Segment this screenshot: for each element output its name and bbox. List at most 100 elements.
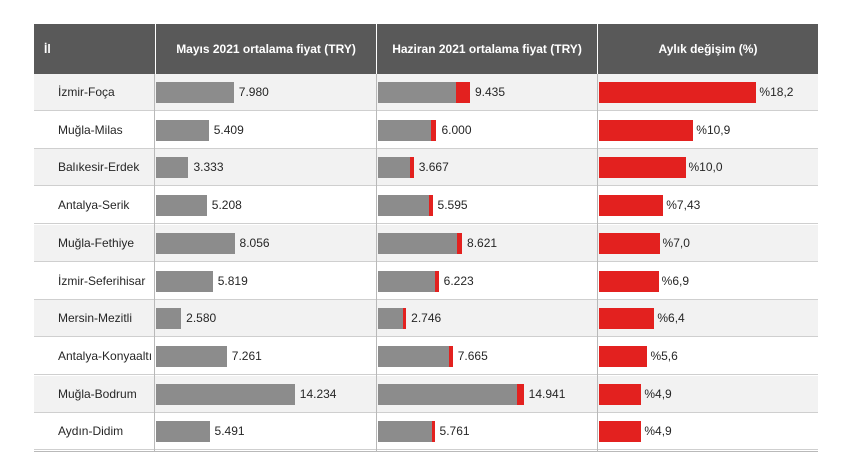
may-price-value: 5.491 <box>214 424 245 439</box>
row-divider <box>34 223 818 225</box>
june-price-value: 14.941 <box>528 386 566 401</box>
row-divider <box>34 110 818 111</box>
table-row: Muğla-Fethiye 8.056 8.621 %7,0 <box>34 224 818 262</box>
june-price-value: 8.621 <box>467 235 498 250</box>
city-label: Balıkesir-Erdek <box>58 160 140 175</box>
may-price-value: 8.056 <box>239 235 270 250</box>
june-increase-bar <box>456 232 463 254</box>
table-row: Antalya-Serik 5.208 5.595 %7,43 <box>34 187 818 225</box>
header-june-price: Haziran 2021 ortalama fiyat (TRY) <box>376 24 597 74</box>
may-price-bar <box>156 195 207 217</box>
change-bar <box>599 232 660 254</box>
change-value: %7,43 <box>666 198 701 213</box>
city-label: Muğla-Milas <box>58 122 123 137</box>
change-value: %4,9 <box>644 424 672 439</box>
june-price-bar <box>378 345 449 367</box>
june-price-bar <box>378 232 457 254</box>
may-price-bar <box>156 270 213 292</box>
may-price-bar <box>156 345 227 367</box>
june-increase-bar <box>448 345 453 367</box>
city-label: Antalya-Serik <box>58 198 130 213</box>
change-value: %5,6 <box>650 348 678 363</box>
june-price-bar <box>378 421 432 443</box>
may-price-value: 5.208 <box>211 198 242 213</box>
june-price-bar <box>378 157 411 179</box>
june-price-value: 9.435 <box>474 85 506 99</box>
june-increase-bar <box>430 119 437 141</box>
june-price-value: 3.667 <box>418 160 449 175</box>
change-bar <box>599 345 648 367</box>
change-bar <box>599 308 655 330</box>
june-increase-bar <box>455 82 470 103</box>
change-bar <box>599 82 757 103</box>
column-divider <box>376 74 377 451</box>
may-price-bar <box>156 308 182 330</box>
city-label: Muğla-Bodrum <box>58 386 137 401</box>
may-price-bar <box>156 232 235 254</box>
june-increase-bar <box>516 383 524 405</box>
city-label: Antalya-Konyaaltı <box>58 348 153 363</box>
table-row: Mersin-Mezitli 2.580 2.746 %6,4 <box>34 300 818 338</box>
city-label: İzmir-Foça <box>58 85 115 99</box>
row-divider <box>34 336 818 338</box>
may-price-value: 3.333 <box>193 160 224 175</box>
change-bar <box>599 383 642 405</box>
city-label: Muğla-Fethiye <box>58 235 135 250</box>
june-price-bar <box>378 119 431 141</box>
june-price-bar <box>378 82 456 103</box>
change-value: %7,0 <box>662 235 690 250</box>
change-bar <box>599 421 642 443</box>
city-label: Mersin-Mezitli <box>58 311 133 326</box>
may-price-bar <box>156 421 210 443</box>
change-bar <box>599 119 694 141</box>
column-divider <box>154 74 155 451</box>
city-label: İzmir-Seferihisar <box>58 273 146 288</box>
row-divider <box>34 147 818 149</box>
header-city: İl <box>34 24 155 74</box>
may-price-bar <box>156 119 209 141</box>
june-price-value: 5.761 <box>439 424 470 439</box>
june-price-value: 5.595 <box>437 198 468 213</box>
header-may-price: Mayıs 2021 ortalama fiyat (TRY) <box>155 24 376 74</box>
table-row: Balıkesir-Erdek 3.333 3.667 %10,0 <box>34 149 818 187</box>
june-increase-bar <box>434 270 439 292</box>
june-price-value: 2.746 <box>411 311 442 326</box>
june-price-bar <box>378 308 404 330</box>
change-value: %18,2 <box>759 85 794 99</box>
table-row: İzmir-Seferihisar 5.819 6.223 %6,9 <box>34 263 818 300</box>
may-price-bar <box>156 383 295 405</box>
june-price-bar <box>378 383 517 405</box>
june-price-bar <box>378 270 435 292</box>
june-price-value: 6.000 <box>441 122 472 137</box>
row-divider <box>34 185 818 187</box>
row-divider <box>34 298 818 300</box>
table-row: İzmir-Foça 7.980 9.435 %18,2 <box>34 74 818 111</box>
may-price-value: 7.261 <box>231 348 262 363</box>
may-price-value: 5.819 <box>217 273 248 288</box>
change-value: %10,0 <box>688 160 723 175</box>
row-divider <box>34 449 818 451</box>
table-row: Antalya-Konyaaltı 7.261 7.665 %5,6 <box>34 338 818 375</box>
change-bar <box>599 270 659 292</box>
june-increase-bar <box>431 421 435 443</box>
may-price-value: 5.409 <box>213 122 244 137</box>
row-divider <box>34 373 818 375</box>
june-price-value: 6.223 <box>443 273 474 288</box>
june-increase-bar <box>410 157 414 179</box>
price-table: İl Mayıs 2021 ortalama fiyat (TRY) Hazir… <box>34 24 818 452</box>
may-price-value: 2.580 <box>186 311 217 326</box>
table-row: Aydın-Didim 5.491 5.761 %4,9 <box>34 413 818 451</box>
change-value: %6,4 <box>657 311 685 326</box>
change-bar <box>599 195 664 217</box>
june-increase-bar <box>428 195 433 217</box>
column-divider <box>597 74 598 451</box>
change-value: %4,9 <box>644 386 672 401</box>
table-row: Muğla-Bodrum 14.234 14.941 %4,9 <box>34 375 818 413</box>
june-price-value: 7.665 <box>457 348 488 363</box>
row-divider <box>34 260 818 262</box>
may-price-bar <box>156 157 189 179</box>
change-value: %6,9 <box>661 273 690 288</box>
header-monthly-change: Aylık değişim (%) <box>597 24 818 74</box>
may-price-value: 14.234 <box>299 386 337 401</box>
may-price-value: 7.980 <box>238 85 269 99</box>
